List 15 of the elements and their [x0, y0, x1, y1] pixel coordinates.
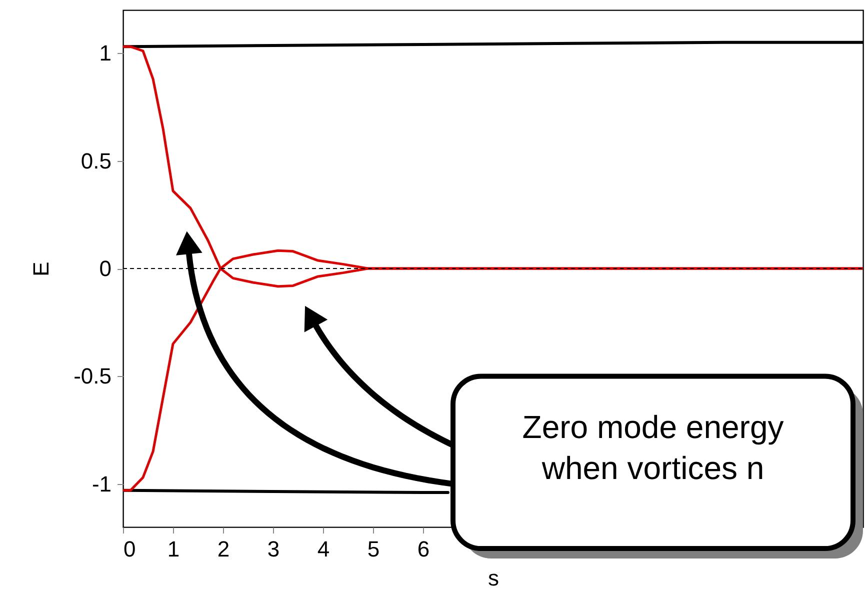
- y-tick-label: 1: [99, 40, 112, 66]
- x-tick-label: 6: [417, 536, 430, 562]
- x-tick-label: 0: [124, 536, 136, 562]
- annotation: Zero mode energy when vortices n: [522, 408, 784, 486]
- y-tick-label: -1: [92, 471, 112, 496]
- x-tick-label: 2: [217, 536, 230, 562]
- y-tick-label: 0: [99, 256, 112, 281]
- x-axis-title: s: [488, 566, 499, 590]
- x-tick-label: 3: [267, 536, 280, 562]
- y-tick-label: 0.5: [80, 148, 112, 174]
- x-tick-label: 1: [167, 536, 180, 562]
- y-axis-title: E: [28, 262, 54, 276]
- y-tick-label: -0.5: [74, 364, 112, 389]
- x-tick-label: 5: [367, 536, 380, 562]
- x-tick-label: 4: [317, 536, 330, 562]
